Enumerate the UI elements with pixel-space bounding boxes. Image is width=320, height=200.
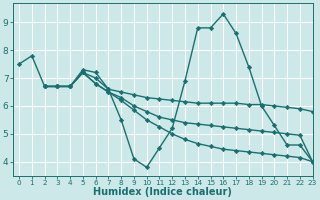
X-axis label: Humidex (Indice chaleur): Humidex (Indice chaleur) [93, 187, 232, 197]
